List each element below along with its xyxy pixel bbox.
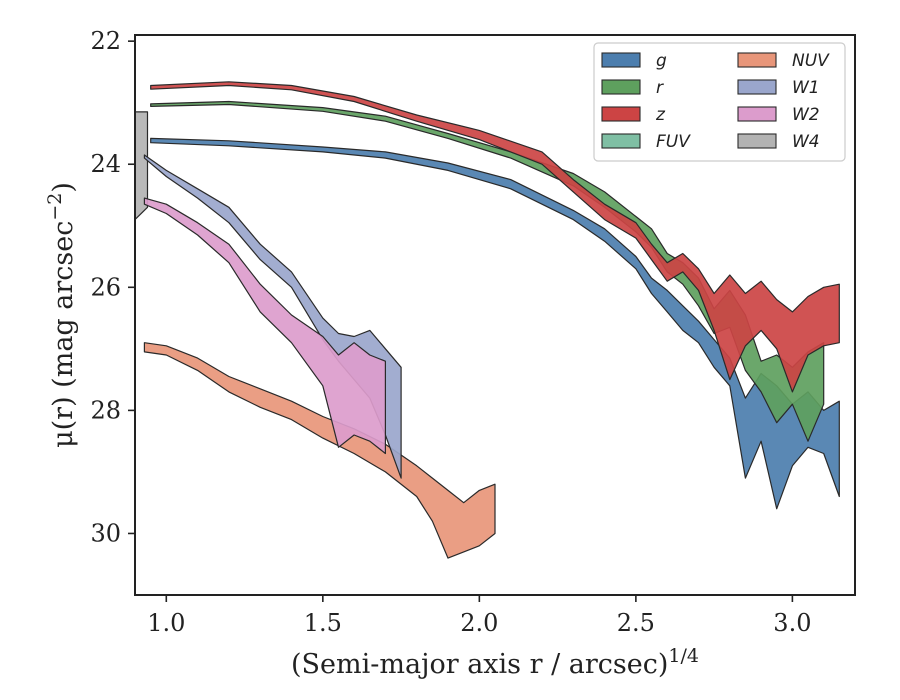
- legend-label-w2: W2: [792, 105, 820, 125]
- legend-label-w4: W4: [792, 132, 820, 152]
- legend-swatch-r: [601, 79, 641, 95]
- legend-label-g: g: [656, 51, 667, 71]
- band-w2: [143, 197, 386, 455]
- x-tick-label: 2.0: [460, 609, 498, 637]
- band-z: [150, 81, 840, 393]
- legend-label-r: r: [656, 78, 664, 98]
- y-tick-label: 28: [90, 396, 121, 424]
- legend-label-z: z: [655, 105, 666, 125]
- y-tick-label: 24: [90, 150, 121, 178]
- legend-label-w1: W1: [792, 78, 820, 98]
- legend-swatch-g: [601, 52, 641, 68]
- y-tick-label: 26: [90, 273, 121, 301]
- legend-label-fuv: FUV: [656, 132, 691, 152]
- x-tick-label: 1.5: [304, 609, 342, 637]
- legend-swatch-fuv: [601, 133, 641, 149]
- x-axis-ticks: 1.0 1.5 2.0 2.5 3.0: [147, 595, 811, 637]
- legend-label-nuv: NUV: [792, 51, 830, 71]
- x-axis-label: (Semi-major axis r / arcsec)1/4: [291, 645, 699, 680]
- y-axis-ticks: 22 24 26 28 30: [90, 27, 135, 547]
- y-axis-label: μ(r) (mag arcsec−2): [44, 182, 79, 448]
- band-g: [150, 137, 840, 510]
- legend-box: [593, 42, 846, 162]
- x-tick-label: 2.5: [617, 609, 655, 637]
- x-tick-label: 1.0: [147, 609, 185, 637]
- legend-swatch-w4: [737, 133, 777, 149]
- x-tick-label: 3.0: [773, 609, 811, 637]
- profile-bands: [134, 81, 840, 559]
- legend-swatch-z: [601, 106, 641, 122]
- legend-swatch-w1: [737, 79, 777, 95]
- band-nuv: [143, 342, 496, 559]
- legend: grz FUV NUV W1 W2 W4: [593, 42, 846, 162]
- legend-swatch-nuv: [737, 52, 777, 68]
- legend-swatch-w2: [737, 106, 777, 122]
- y-tick-label: 22: [90, 27, 121, 55]
- y-tick-label: 30: [90, 519, 121, 547]
- band-w1: [143, 154, 402, 479]
- plot-frame: [134, 34, 856, 596]
